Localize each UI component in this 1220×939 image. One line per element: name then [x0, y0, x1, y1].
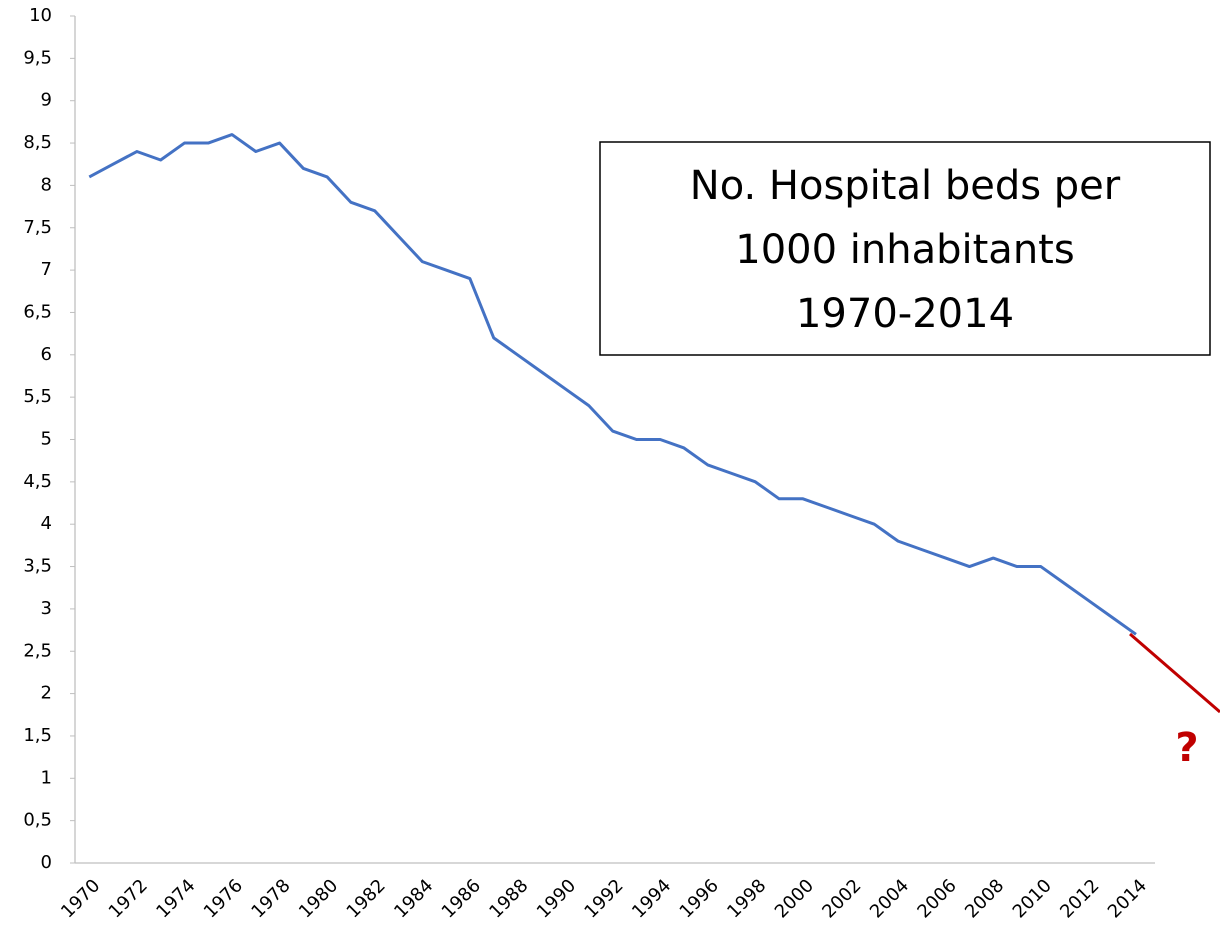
x-tick-label: 1982 — [343, 875, 390, 922]
x-tick-label: 1976 — [200, 875, 247, 922]
y-tick-label: 9,5 — [23, 47, 52, 68]
y-tick-label: 3 — [41, 598, 52, 619]
x-tick-label: 2010 — [1009, 875, 1056, 922]
y-tick-label: 7,5 — [23, 217, 52, 238]
y-tick-label: 8,5 — [23, 132, 52, 153]
y-tick-label: 4,5 — [23, 471, 52, 492]
y-tick-label: 3,5 — [23, 556, 52, 577]
y-tick-label: 2 — [41, 683, 52, 704]
x-tick-label: 2008 — [961, 875, 1008, 922]
x-tick-label: 1992 — [580, 875, 627, 922]
x-tick-label: 1980 — [295, 875, 342, 922]
chart-title: 1970-2014 — [796, 291, 1014, 337]
title-box — [599, 141, 1211, 356]
annotation: ? — [1175, 725, 1198, 771]
y-tick-label: 6,5 — [23, 301, 52, 322]
y-tick-label: 6 — [41, 344, 52, 365]
x-tick-label: 1996 — [676, 875, 723, 922]
x-tick-label: 2014 — [1104, 875, 1151, 922]
y-tick-label: 1 — [41, 767, 52, 788]
x-tick-label: 2004 — [866, 875, 913, 922]
chart-title: No. Hospital beds per — [690, 163, 1121, 209]
x-tick-label: 2000 — [771, 875, 818, 922]
y-tick-label: 7 — [41, 259, 52, 280]
data-line — [88, 133, 1137, 636]
y-tick-label: 5,5 — [23, 386, 52, 407]
x-tick-label: 1974 — [152, 875, 199, 922]
x-tick-label: 1990 — [533, 875, 580, 922]
y-tick-label: 5 — [41, 429, 52, 450]
x-tick-label: 1998 — [723, 875, 770, 922]
chart-title: 1000 inhabitants — [735, 227, 1074, 273]
x-tick-label: 1986 — [438, 875, 485, 922]
y-tick-label: 8 — [41, 174, 52, 195]
y-tick-label: 0 — [41, 852, 52, 873]
y-tick-label: 10 — [29, 5, 52, 26]
x-tick-label: 1978 — [247, 875, 294, 922]
y-tick-label: 1,5 — [23, 725, 52, 746]
y-tick-label: 9 — [41, 90, 52, 111]
x-tick-label: 1988 — [485, 875, 532, 922]
y-tick-label: 0,5 — [23, 810, 52, 831]
projection-line — [1129, 632, 1220, 714]
x-tick-label: 2002 — [818, 875, 865, 922]
x-tick-label: 2012 — [1056, 875, 1103, 922]
x-tick-label: 1984 — [390, 875, 437, 922]
y-tick-label: 2,5 — [23, 640, 52, 661]
x-tick-label: 1970 — [57, 875, 104, 922]
y-tick-label: 4 — [41, 513, 52, 534]
x-tick-label: 1994 — [628, 875, 675, 922]
x-tick-label: 1972 — [105, 875, 152, 922]
x-tick-label: 2006 — [913, 875, 960, 922]
